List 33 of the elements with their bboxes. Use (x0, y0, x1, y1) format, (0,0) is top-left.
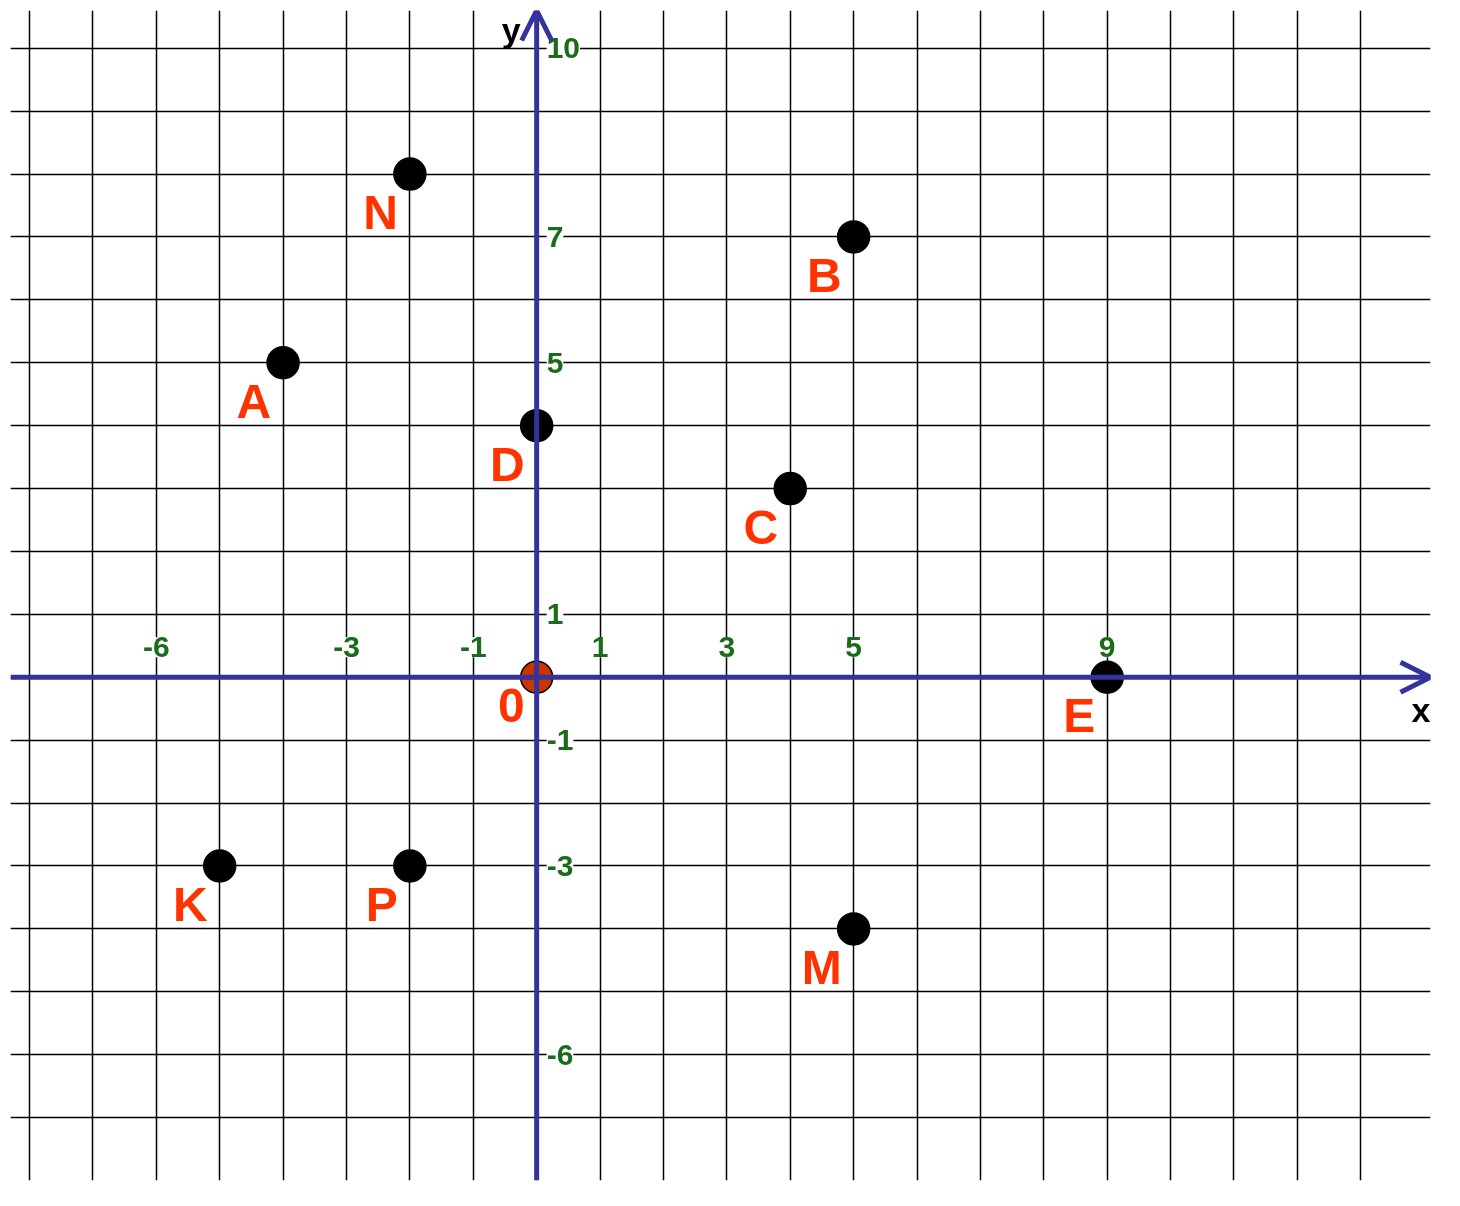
annotation: A (236, 374, 272, 428)
annotation: D (490, 437, 525, 491)
y-tick-label: 5 (546, 345, 564, 379)
annotation: 0 (497, 679, 525, 733)
y-tick-label: 7 (546, 219, 564, 253)
point (393, 849, 427, 883)
annotation: K (173, 877, 209, 931)
annotation: B (806, 248, 842, 302)
annotation: N (363, 186, 398, 240)
point (836, 220, 871, 254)
x-tick-label: 3 (718, 630, 736, 664)
point (202, 849, 237, 883)
point (266, 346, 300, 380)
x-tick-label: 5 (845, 630, 862, 664)
y-tick-label: -6 (546, 1037, 574, 1071)
annotation: C (743, 500, 779, 554)
y-tick-label: -3 (546, 848, 574, 882)
y-tick-label: 10 (546, 31, 581, 65)
y-tick-label: 1 (546, 597, 564, 631)
x-tick-label: -1 (459, 630, 487, 664)
point (773, 471, 807, 506)
x-tick-label: 1 (591, 630, 609, 664)
x-tick-label: -6 (142, 630, 170, 664)
y-axis-title: y (501, 10, 521, 49)
annotation: E (1063, 689, 1096, 743)
x-axis-title: x (1411, 691, 1431, 730)
annotation: M (801, 940, 842, 994)
point (393, 157, 427, 191)
annotation: P (365, 877, 398, 931)
x-tick-label: -3 (333, 630, 360, 664)
y-tick-label: -1 (546, 723, 574, 757)
point (836, 912, 871, 946)
x-tick-label: 9 (1098, 630, 1116, 664)
